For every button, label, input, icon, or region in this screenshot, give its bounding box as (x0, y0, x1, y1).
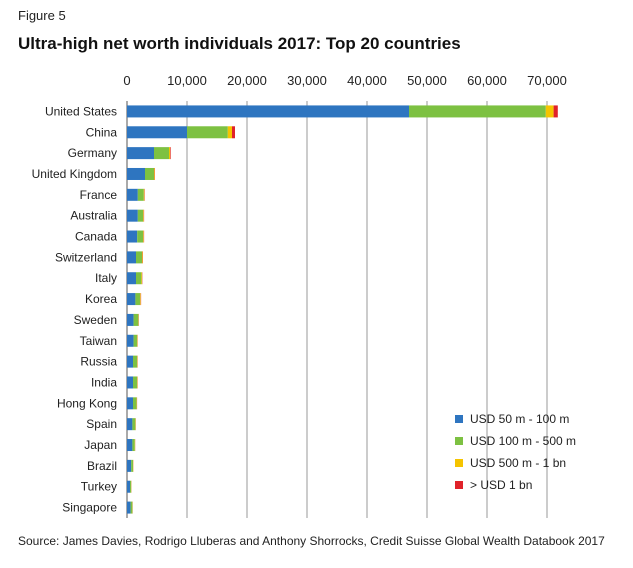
bar-segment (127, 167, 145, 180)
bar-segment (133, 313, 139, 326)
bar-segment (130, 480, 132, 493)
x-tick-label: 70,000 (527, 73, 567, 88)
category-label: Germany (68, 146, 117, 160)
legend-entry: USD 500 m - 1 bn (470, 456, 566, 470)
source-note: Source: James Davies, Rodrigo Lluberas a… (18, 534, 605, 548)
bar-segment (127, 105, 409, 118)
legend-entry: > USD 1 bn (470, 478, 532, 492)
bar-segment (553, 105, 558, 118)
category-label: Canada (75, 230, 117, 244)
bar-segment (127, 251, 136, 264)
category-label: Australia (70, 209, 117, 223)
x-tick-label: 40,000 (347, 73, 387, 88)
category-label: Sweden (74, 313, 117, 327)
legend-swatch (455, 415, 463, 423)
bar-segment (133, 376, 138, 389)
bar-segment (145, 167, 154, 180)
x-tick-label: 50,000 (407, 73, 447, 88)
bar-segment (130, 501, 133, 514)
bar-segment (409, 105, 546, 118)
bar-segment (127, 459, 132, 472)
category-label: Brazil (87, 459, 117, 473)
bar-segment (232, 126, 235, 139)
bar-segment (127, 376, 133, 389)
category-label: Taiwan (80, 334, 117, 348)
chart-title: Ultra-high net worth individuals 2017: T… (18, 34, 461, 53)
bar-segment (132, 418, 136, 431)
bar-segment (143, 188, 145, 201)
bar-segment (137, 230, 144, 243)
category-label: Hong Kong (57, 396, 117, 410)
bar-segment (141, 272, 142, 285)
bar-segment (127, 293, 136, 306)
bar-segment (127, 397, 133, 410)
legend-swatch (455, 437, 463, 445)
category-label: China (86, 125, 118, 139)
category-label: India (91, 375, 117, 389)
bar-segment (137, 188, 144, 201)
category-label: United States (45, 104, 117, 118)
bar-segment (227, 126, 232, 139)
bar-segment (131, 459, 133, 472)
bar-segment (127, 272, 136, 285)
bar-segment (154, 167, 155, 180)
bar-segment (133, 334, 138, 347)
bar-segment (127, 439, 133, 452)
legend-entry: USD 100 m - 500 m (470, 434, 576, 448)
legend-swatch (455, 459, 463, 467)
bar-segment (127, 126, 187, 139)
bar-segment (127, 501, 131, 514)
bar-segment (127, 313, 134, 326)
bar-segment (142, 251, 143, 264)
bar-segment (127, 480, 130, 493)
bar-segment (170, 147, 171, 160)
x-tick-label: 60,000 (467, 73, 507, 88)
category-label: Italy (95, 271, 117, 285)
bar-segment (136, 251, 142, 264)
figure-label: Figure 5 (18, 8, 66, 23)
category-label: Turkey (81, 480, 117, 494)
bar-segment (133, 355, 138, 368)
bar-segment (133, 397, 137, 410)
category-label: Singapore (62, 501, 117, 515)
bar-segment (127, 355, 133, 368)
bar-segment (135, 293, 141, 306)
bar-segment (143, 230, 144, 243)
bar-segment (545, 105, 554, 118)
bar-segment (127, 209, 138, 222)
category-label: Japan (84, 438, 117, 452)
bar-segment (169, 147, 171, 160)
bar-segment (127, 147, 154, 160)
x-tick-label: 20,000 (227, 73, 267, 88)
bar-segment (127, 230, 138, 243)
legend-entry: USD 50 m - 100 m (470, 412, 569, 426)
x-tick-label: 10,000 (167, 73, 207, 88)
bar-segment (154, 147, 169, 160)
bar-segment (137, 209, 144, 222)
category-label: France (80, 188, 118, 202)
bar-segment (140, 293, 141, 306)
bar-segment (127, 188, 138, 201)
legend-swatch (455, 481, 463, 489)
bar-segment (127, 334, 134, 347)
category-label: United Kingdom (32, 167, 117, 181)
x-tick-label: 30,000 (287, 73, 327, 88)
bar-segment (136, 272, 142, 285)
category-label: Switzerland (55, 250, 117, 264)
bar-segment (127, 418, 133, 431)
category-label: Korea (85, 292, 117, 306)
bar-segment (143, 209, 144, 222)
category-label: Spain (86, 417, 117, 431)
bar-segment (187, 126, 228, 139)
category-label: Russia (80, 355, 117, 369)
bar-segment (132, 439, 135, 452)
x-tick-label: 0 (123, 73, 130, 88)
